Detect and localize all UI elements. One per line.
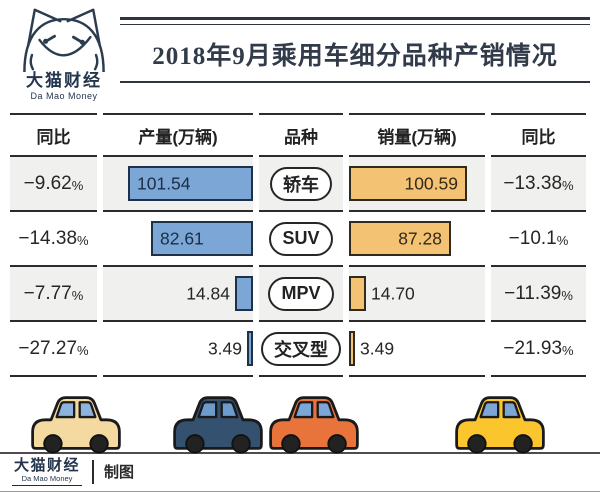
percent-sign: % — [562, 178, 574, 193]
production-bar-cell: 14.84 — [103, 267, 253, 322]
sales-bar-cell: 14.70 — [349, 267, 485, 322]
category-pill: 轿车 — [270, 166, 332, 201]
category-label: MPV — [281, 283, 321, 303]
cars-illustration-strip — [0, 390, 600, 452]
header-production: 产量(万辆) — [103, 113, 253, 157]
yellow-car-icon — [452, 393, 548, 454]
orange-car-icon — [266, 393, 362, 454]
sales-bar: 100.59 — [349, 166, 467, 201]
production-value: 14.84 — [186, 283, 230, 303]
percent-sign: % — [556, 233, 569, 248]
production-bar: 101.54 — [128, 166, 253, 201]
category-cell: SUV — [259, 212, 343, 267]
cat-face-icon — [23, 8, 105, 72]
category-cell: 轿车 — [259, 157, 343, 212]
category-label: SUV — [282, 228, 320, 248]
footer-divider — [92, 459, 95, 484]
category-label: 轿车 — [283, 174, 319, 195]
category-cell: 交叉型 — [259, 322, 343, 377]
yoy-production-value: −27.27% — [10, 322, 97, 377]
footer-brand-en: Da Mao Money — [21, 473, 73, 483]
category-pill: 交叉型 — [261, 331, 341, 366]
credit-label: 制图 — [104, 464, 135, 482]
category-label: 交叉型 — [274, 339, 328, 360]
production-value: 82.61 — [160, 228, 204, 248]
page-header: 大猫财经 Da Mao Money 2018年9月乘用车细分品种产销情况 — [0, 0, 600, 106]
sales-value: 14.70 — [371, 283, 415, 303]
yoy-number: −7.77 — [23, 282, 72, 304]
yoy-sales-value: −11.39% — [491, 267, 586, 322]
brand-name-en: Da Mao Money — [30, 90, 98, 101]
yoy-number: −13.38 — [503, 172, 563, 194]
yoy-sales-value: −21.93% — [491, 322, 586, 377]
sales-value: 3.49 — [360, 338, 395, 358]
category-cell: MPV — [259, 267, 343, 322]
percent-sign: % — [71, 288, 84, 303]
production-sales-table: 同比 产量(万辆) 品种 销量(万辆) 同比 −9.62% 101.54 轿车 … — [10, 113, 587, 377]
production-bar: 82.61 — [151, 221, 253, 256]
yoy-production-value: −7.77% — [10, 267, 97, 322]
percent-sign: % — [561, 288, 573, 303]
production-value: 3.49 — [207, 338, 242, 358]
sales-bar-cell: 87.28 — [349, 212, 485, 267]
page-title: 2018年9月乘用车细分品种产销情况 — [152, 43, 558, 70]
sales-bar-cell: 3.49 — [349, 322, 485, 377]
category-pill: SUV — [269, 221, 333, 256]
production-bar-cell: 101.54 — [103, 157, 253, 212]
footer-brand-cn: 大猫财经 — [14, 457, 81, 474]
footer-brand: 大猫财经 Da Mao Money — [12, 457, 83, 486]
yoy-sales-value: −13.38% — [491, 157, 586, 212]
category-pill: MPV — [268, 276, 334, 311]
header-yoy-right: 同比 — [491, 113, 586, 157]
yoy-number: −11.39 — [504, 282, 562, 304]
sales-bar: 14.70 — [349, 276, 415, 311]
production-bar-cell: 3.49 — [103, 322, 253, 377]
header-sales: 销量(万辆) — [349, 113, 485, 157]
yoy-number: −9.62 — [23, 172, 72, 194]
title-block: 2018年9月乘用车细分品种产销情况 — [120, 0, 590, 83]
sales-value: 87.28 — [398, 228, 442, 248]
title-bottom-rule — [120, 81, 590, 83]
sales-value: 100.59 — [404, 173, 458, 193]
yoy-production-value: −9.62% — [10, 157, 97, 212]
damao-logo: 大猫财经 Da Mao Money — [12, 6, 116, 101]
percent-sign: % — [77, 343, 89, 358]
production-bar-cell: 82.61 — [103, 212, 253, 267]
header-category: 品种 — [259, 113, 343, 157]
production-bar: 14.84 — [186, 276, 253, 311]
road-line — [0, 452, 600, 454]
cream-car-icon — [28, 393, 124, 454]
navy-car-icon — [170, 393, 266, 454]
yoy-number: −21.93 — [503, 337, 563, 359]
page-footer: 大猫财经 Da Mao Money 制图 — [0, 454, 600, 489]
percent-sign: % — [77, 233, 89, 248]
percent-sign: % — [562, 343, 574, 358]
yoy-number: −27.27 — [18, 337, 78, 359]
yoy-number: −14.38 — [18, 227, 78, 249]
percent-sign: % — [71, 178, 84, 193]
brand-name-cn: 大猫财经 — [26, 71, 102, 90]
title-top-rule — [120, 17, 590, 25]
yoy-production-value: −14.38% — [10, 212, 97, 267]
production-bar: 3.49 — [208, 331, 253, 366]
yoy-sales-value: −10.1% — [491, 212, 586, 267]
sales-bar: 3.49 — [349, 331, 394, 366]
sales-bar-cell: 100.59 — [349, 157, 485, 212]
yoy-number: −10.1 — [508, 227, 557, 249]
header-yoy-left: 同比 — [10, 113, 97, 157]
production-value: 101.54 — [137, 173, 191, 193]
sales-bar: 87.28 — [349, 221, 451, 256]
